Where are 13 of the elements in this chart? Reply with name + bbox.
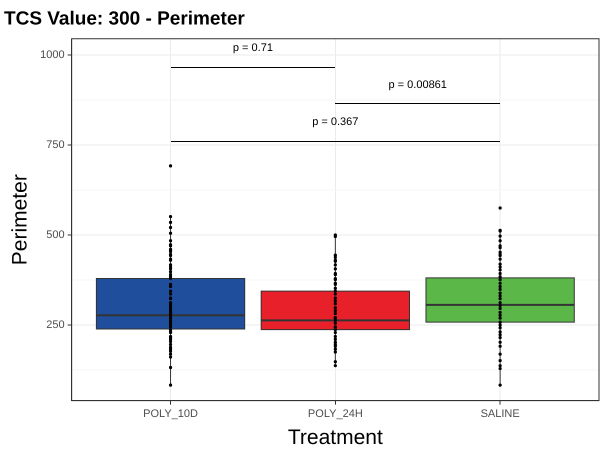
y-tick-label: 250 [46, 319, 65, 332]
y-axis-title: Perimeter [8, 174, 32, 266]
x-tick-label: POLY_10D [143, 408, 198, 420]
annotation: p = 0.367 [311, 115, 360, 130]
annotation: p = 0.71 [232, 41, 274, 56]
x-tick-label: SALINE [480, 408, 520, 420]
x-tick-label: POLY_24H [308, 408, 363, 420]
y-tick-label: 500 [46, 229, 65, 242]
x-axis-title: Treatment [288, 426, 383, 450]
y-tick-label: 750 [46, 139, 65, 152]
annotation: p = 0.00861 [388, 78, 448, 92]
chart-title: TCS Value: 300 - Perimeter [4, 8, 246, 30]
y-tick-label: 1000 [40, 49, 65, 62]
